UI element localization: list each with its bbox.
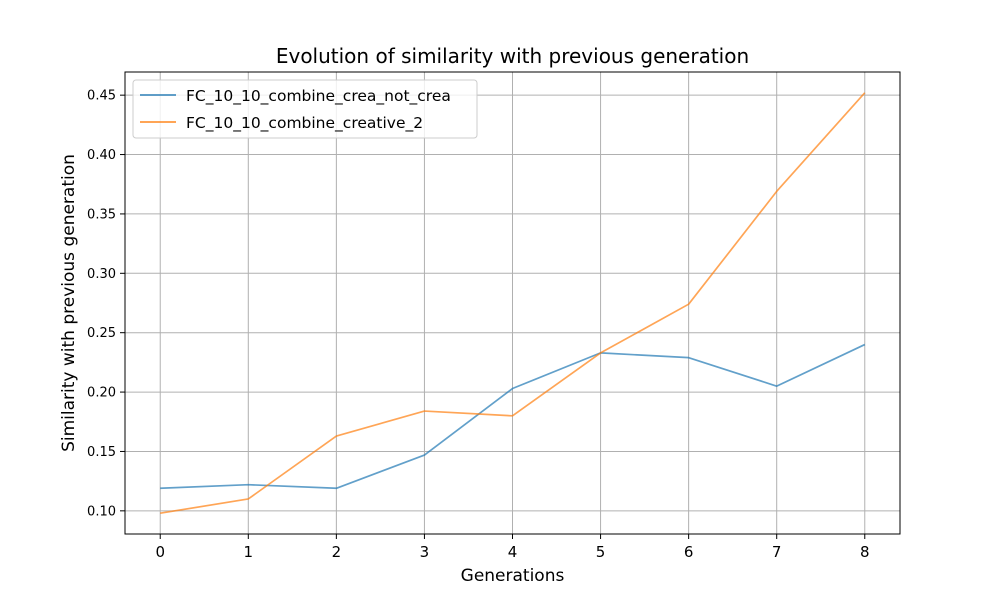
y-tick-label: 0.15	[87, 445, 116, 460]
x-tick-label: 0	[155, 543, 165, 561]
legend-label-series-2: FC_10_10_combine_creative_2	[186, 114, 423, 133]
y-tick-label: 0.10	[87, 504, 116, 519]
y-axis-ticks: 0.10 0.15 0.20 0.25 0.30 0.35 0.40 0.45	[87, 89, 125, 519]
x-tick-label: 2	[332, 543, 342, 561]
x-tick-label: 3	[420, 543, 430, 561]
series-lines	[160, 92, 866, 515]
y-tick-label: 0.40	[87, 148, 116, 163]
legend-label-series-1: FC_10_10_combine_crea_not_crea	[186, 87, 451, 106]
y-tick-label: 0.35	[87, 207, 116, 222]
x-tick-label: 1	[244, 543, 254, 561]
x-axis-label: Generations	[461, 566, 565, 586]
grid	[125, 72, 900, 534]
x-tick-label: 4	[508, 543, 518, 561]
y-tick-label: 0.30	[87, 267, 116, 282]
series-line-2	[160, 92, 866, 515]
y-axis-label: Similarity with previous generation	[59, 154, 79, 452]
x-axis-ticks: 0 1 2 3 4 5 6 7 8	[155, 534, 870, 561]
x-tick-label: 8	[860, 543, 870, 561]
series-line-1	[160, 343, 866, 490]
y-tick-label: 0.20	[87, 386, 116, 401]
y-tick-label: 0.25	[87, 326, 116, 341]
legend-box	[132, 79, 478, 139]
legend: FC_10_10_combine_crea_not_crea FC_10_10_…	[132, 79, 478, 139]
x-tick-label: 5	[596, 543, 606, 561]
y-tick-label: 0.45	[87, 89, 116, 104]
x-tick-label: 7	[772, 543, 782, 561]
x-tick-label: 6	[684, 543, 694, 561]
chart-title: Evolution of similarity with previous ge…	[276, 44, 749, 68]
